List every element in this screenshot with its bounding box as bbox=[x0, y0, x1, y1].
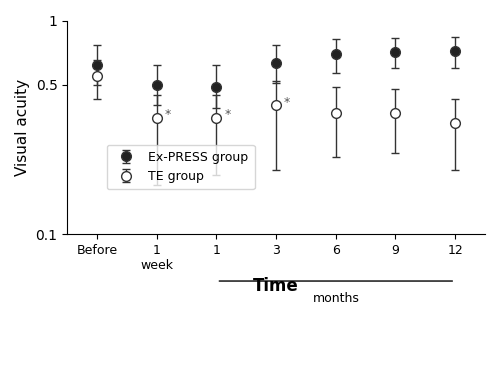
Text: *: * bbox=[284, 96, 290, 109]
X-axis label: Time: Time bbox=[254, 277, 299, 296]
Legend: Ex-PRESS group, TE group: Ex-PRESS group, TE group bbox=[107, 145, 255, 190]
Y-axis label: Visual acuity: Visual acuity bbox=[15, 79, 30, 176]
Text: months: months bbox=[312, 292, 360, 305]
Text: *: * bbox=[164, 108, 171, 121]
Text: *: * bbox=[224, 108, 230, 121]
